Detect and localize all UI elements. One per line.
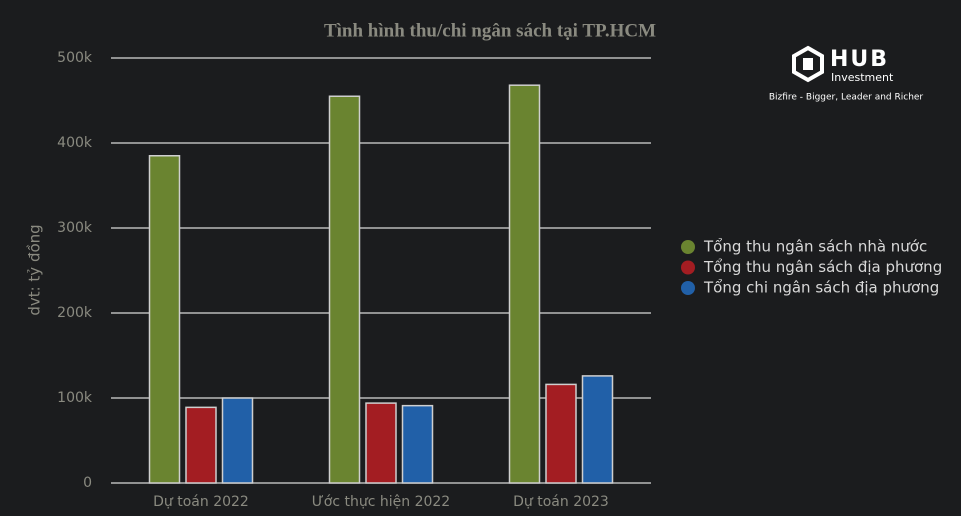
legend-marker (681, 281, 695, 295)
x-tick-label: Ước thực hiện 2022 (312, 494, 450, 510)
bar (365, 402, 397, 484)
y-tick-label: 200k (57, 305, 93, 321)
logo-tagline: Bizfire - Bigger, Leader and Richer (769, 93, 924, 103)
y-tick-label: 500k (57, 50, 93, 66)
legend-label: Tổng thu ngân sách địa phương (703, 258, 942, 276)
legend-marker (681, 240, 695, 254)
logo-subtitle: Investment (831, 71, 894, 84)
bar (401, 404, 434, 484)
chart-title: Tình hình thu/chi ngân sách tại TP.HCM (324, 20, 656, 41)
logo-name: HUB (830, 47, 889, 72)
bar (328, 95, 361, 484)
bar (221, 397, 254, 484)
y-axis-label: dvt: tỷ đồng (26, 224, 44, 315)
x-tick-label: Dự toán 2022 (153, 494, 249, 510)
bar (545, 383, 577, 484)
y-tick-label: 400k (57, 135, 93, 151)
logo-icon (792, 45, 824, 83)
legend-label: Tổng chi ngân sách địa phương (703, 279, 939, 297)
logo: HUB Investment Bizfire - Bigger, Leader … (769, 45, 924, 103)
bar (148, 155, 181, 484)
bar (508, 84, 541, 484)
bar (581, 375, 614, 484)
legend-label: Tổng thu ngân sách nhà nước (703, 238, 927, 256)
legend-marker (681, 260, 695, 275)
x-tick-label: Dự toán 2023 (513, 494, 609, 510)
y-tick-label: 0 (83, 475, 92, 491)
bar (185, 406, 217, 484)
y-tick-label: 100k (57, 390, 93, 406)
y-tick-label: 300k (57, 220, 93, 236)
logo-icon-core (803, 58, 813, 70)
